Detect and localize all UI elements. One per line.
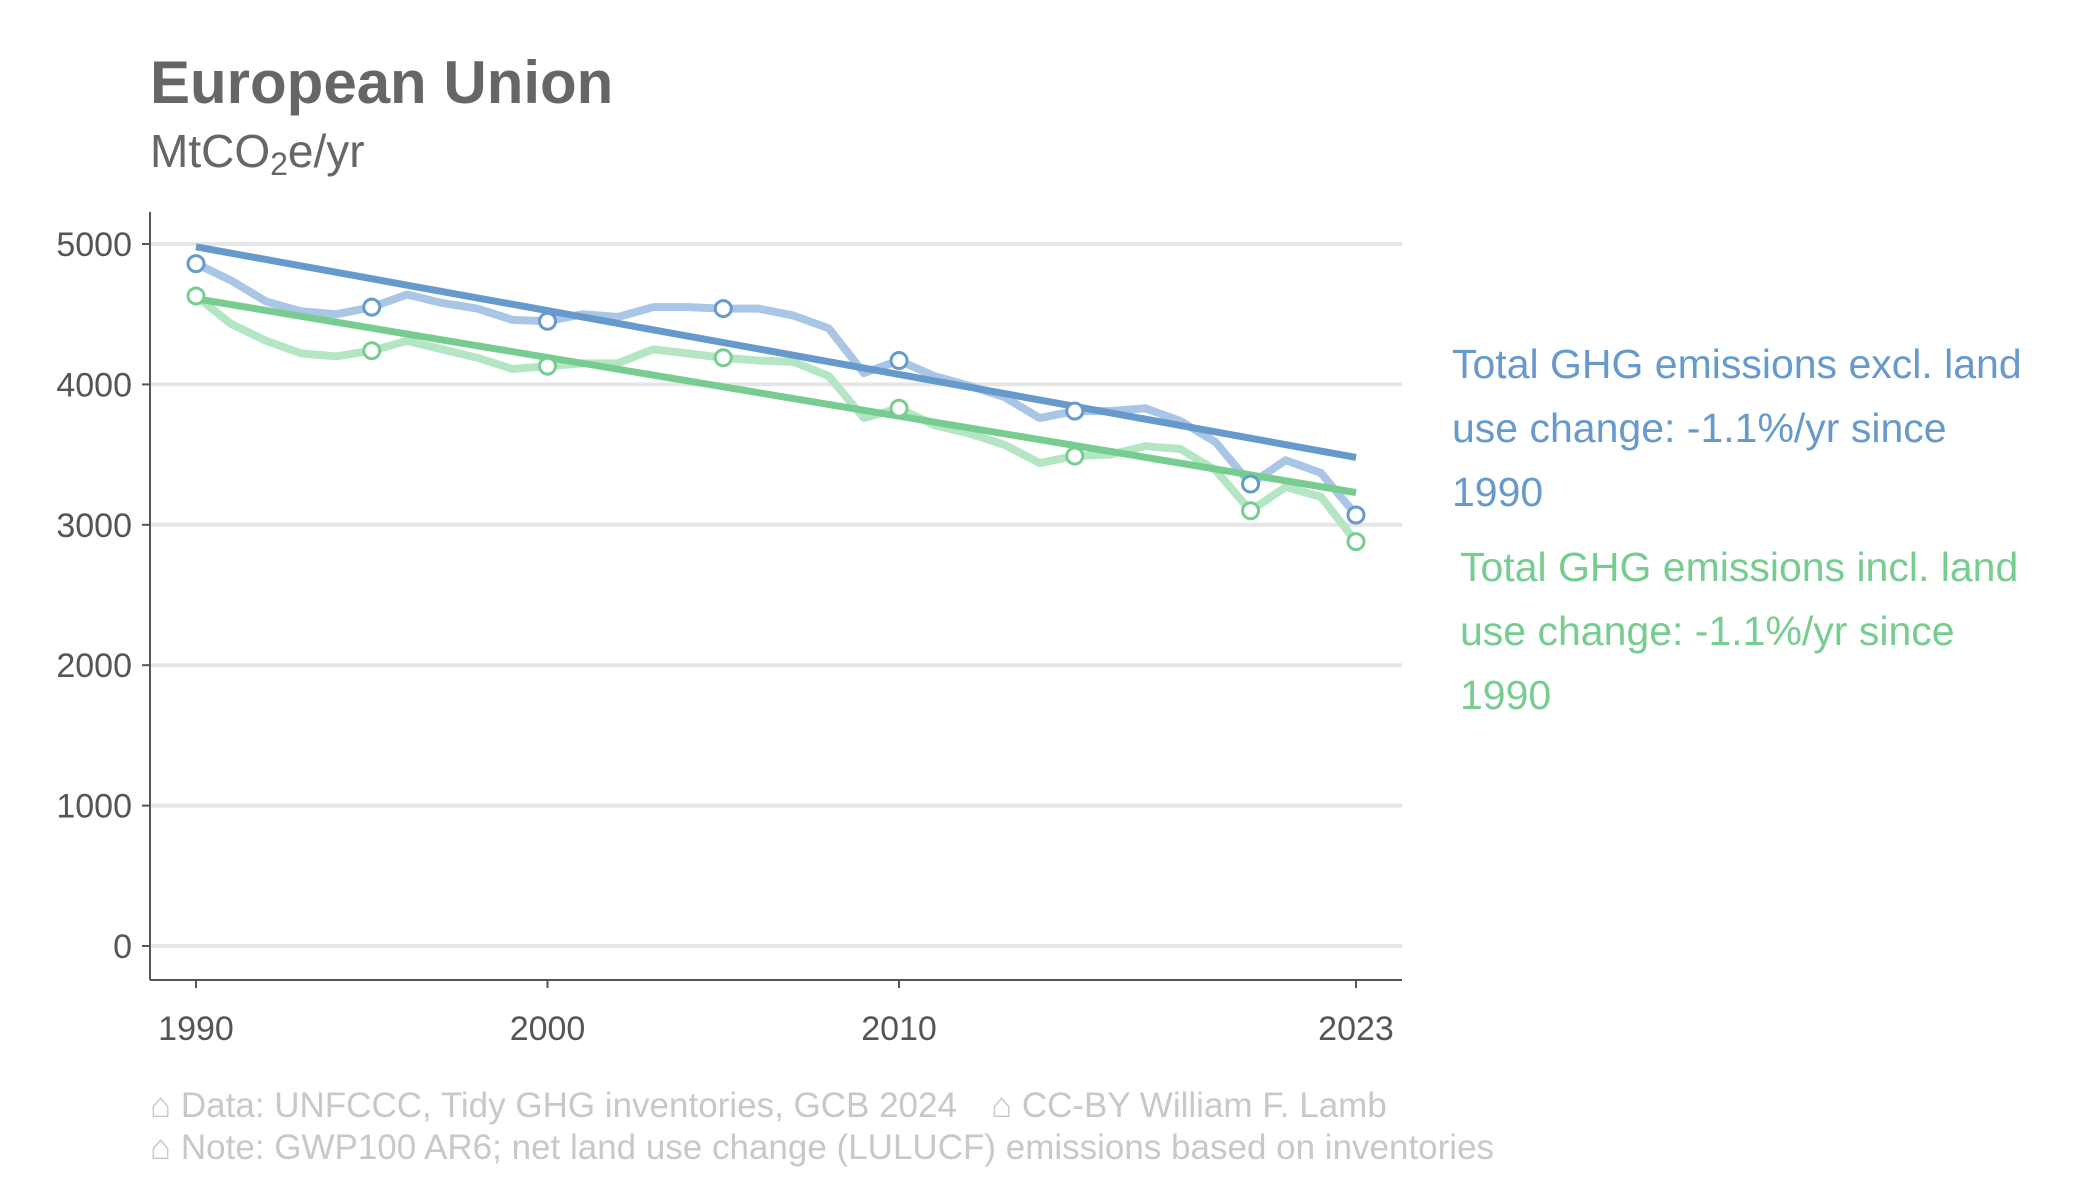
y-tick-label: 2000	[56, 647, 132, 685]
data-point-marker-excl-land-use	[362, 297, 382, 317]
chart-title: European Union	[150, 49, 614, 116]
y-tick-label: 4000	[56, 366, 132, 404]
x-tick-label: 2023	[1318, 1010, 1394, 1048]
units-suffix: e/yr	[287, 125, 365, 177]
data-point-marker-incl-land-use	[889, 398, 909, 418]
y-tick-label: 0	[113, 928, 132, 966]
series-label-excl-land-use: Total GHG emissions excl. land use chang…	[1452, 332, 2092, 524]
y-tick-label: 1000	[56, 788, 132, 826]
y-tick-label: 5000	[56, 226, 132, 264]
series-label-line: use change: -1.1%/yr since	[1452, 405, 1947, 451]
data-point-marker-excl-land-use	[1065, 401, 1085, 421]
caption-note: ⌂ Note: GWP100 AR6; net land use change …	[150, 1128, 1495, 1167]
trend-line-incl-land-use	[195, 295, 1357, 496]
chart-subtitle-units: MtCO2e/yr	[150, 124, 365, 183]
data-point-marker-incl-land-use	[1241, 501, 1261, 521]
caption-data-source: ⌂ Data: UNFCCC, Tidy GHG inventories, GC…	[150, 1086, 957, 1125]
caption-license: ⌂ CC-BY William F. Lamb	[990, 1086, 1387, 1125]
trend-line-excl-land-use	[195, 243, 1357, 461]
series-label-line: 1990	[1460, 672, 1552, 718]
x-tick-label: 2000	[510, 1010, 586, 1048]
series-label-line: use change: -1.1%/yr since	[1460, 608, 1955, 654]
x-tick-label: 1990	[158, 1010, 234, 1048]
data-point-marker-excl-land-use	[538, 311, 558, 331]
series-label-incl-land-use: Total GHG emissions incl. land use chang…	[1460, 535, 2100, 727]
data-point-marker-incl-land-use	[362, 341, 382, 361]
data-point-marker-excl-land-use	[713, 299, 733, 319]
series-label-line: Total GHG emissions excl. land	[1452, 341, 2022, 387]
data-point-marker-incl-land-use	[1346, 532, 1366, 552]
caption-sources: ⌂ Data: UNFCCC, Tidy GHG inventories, GC…	[150, 1086, 1387, 1126]
data-point-marker-excl-land-use	[889, 351, 909, 371]
x-tick-label: 2010	[861, 1010, 937, 1048]
y-tick-label: 3000	[56, 507, 132, 545]
data-point-marker-incl-land-use	[1065, 446, 1085, 466]
units-subscript: 2	[270, 146, 288, 182]
data-point-marker-incl-land-use	[186, 286, 206, 306]
series-label-line: Total GHG emissions incl. land	[1460, 544, 2019, 590]
series-label-line: 1990	[1452, 469, 1544, 515]
series-line-excl-land-use	[192, 259, 1360, 519]
data-point-marker-excl-land-use	[1346, 505, 1366, 525]
data-point-marker-excl-land-use	[1241, 474, 1261, 494]
data-point-marker-incl-land-use	[538, 356, 558, 376]
units-prefix: MtCO	[150, 125, 271, 177]
series-line-incl-land-use	[192, 291, 1360, 546]
data-point-marker-incl-land-use	[713, 348, 733, 368]
data-point-marker-excl-land-use	[186, 254, 206, 274]
